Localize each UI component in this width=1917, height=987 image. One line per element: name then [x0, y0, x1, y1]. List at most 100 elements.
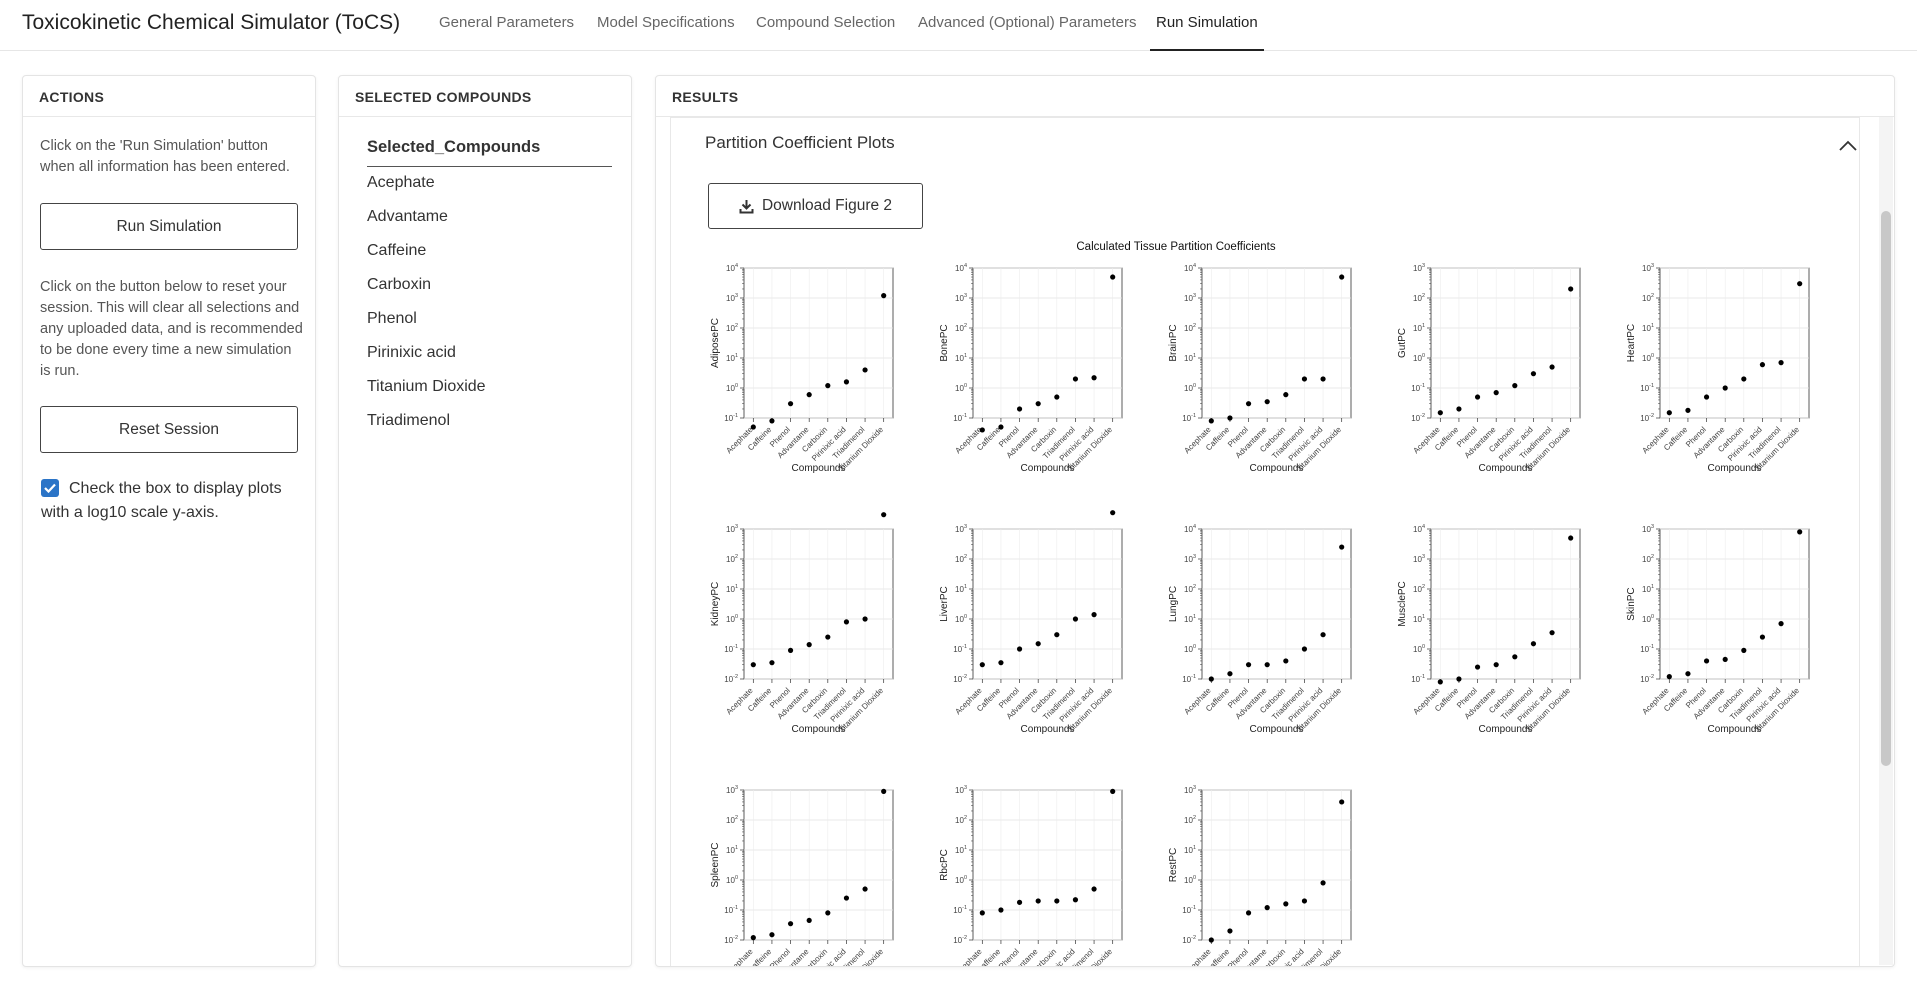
tab-general-parameters[interactable]: General Parameters — [439, 14, 575, 31]
chart-title: Calculated Tissue Partition Coefficients — [1076, 241, 1275, 253]
y-axis-label: LungPC — [1168, 586, 1179, 622]
panel-frame — [1659, 267, 1810, 419]
data-point — [1741, 647, 1747, 653]
data-point — [1301, 898, 1308, 904]
y-tick-label: 100 — [955, 383, 967, 393]
data-point — [1568, 535, 1574, 541]
y-tick-label: 10-1 — [1640, 383, 1654, 393]
y-axis-label: SkinPC — [1626, 587, 1637, 620]
results-card: RESULTS Partition Coefficient Plots Down… — [655, 75, 1895, 967]
download-figure-button[interactable]: Download Figure 2 — [708, 183, 923, 229]
data-point — [979, 910, 985, 916]
data-point — [1474, 664, 1481, 670]
y-tick-label: 101 — [726, 353, 738, 363]
y-tick-label: 102 — [726, 323, 738, 333]
data-point — [1035, 641, 1041, 647]
y-axis-label: LiverPC — [939, 586, 950, 622]
data-point — [1072, 616, 1079, 622]
y-tick-label: 101 — [726, 845, 738, 855]
y-tick-label: 10-2 — [724, 935, 738, 945]
y-tick-label: 103 — [1642, 263, 1654, 273]
data-point — [862, 886, 868, 892]
y-tick-label: 100 — [726, 383, 738, 393]
data-point — [1530, 641, 1537, 647]
y-tick-label: 102 — [1184, 815, 1196, 825]
data-point — [1759, 362, 1766, 368]
panel-frame — [1201, 267, 1352, 419]
data-point — [1320, 632, 1326, 638]
compound-item: Acephate — [367, 174, 435, 191]
data-point — [1016, 899, 1023, 905]
data-point — [843, 619, 850, 625]
x-axis-label: Compounds — [1250, 463, 1304, 474]
panel-frame — [1201, 528, 1352, 680]
data-point — [1054, 632, 1060, 638]
run-help-text: Click on the 'Run Simulation' button whe… — [40, 138, 290, 175]
data-point — [1568, 286, 1574, 292]
y-tick-label: 10-1 — [1182, 413, 1196, 423]
y-axis-label: RestPC — [1168, 848, 1179, 882]
y-tick-label: 100 — [955, 614, 967, 624]
y-tick-label: 100 — [1184, 875, 1196, 885]
accordion-title[interactable]: Partition Coefficient Plots — [705, 133, 895, 152]
y-tick-label: 101 — [1413, 323, 1425, 333]
panel-frame — [972, 789, 1123, 941]
data-point — [1666, 410, 1672, 416]
tab-run-simulation[interactable]: Run Simulation — [1150, 14, 1264, 51]
y-tick-label: 10-1 — [724, 905, 738, 915]
results-scrollbar[interactable] — [1879, 117, 1893, 965]
data-point — [1264, 905, 1270, 911]
data-point — [1549, 630, 1555, 636]
data-point — [998, 424, 1004, 430]
data-point — [1493, 390, 1499, 396]
data-point — [1493, 662, 1499, 668]
results-scrollbar-thumb[interactable] — [1881, 211, 1891, 766]
y-tick-label: 10-1 — [1411, 674, 1425, 684]
tab-advanced-parameters[interactable]: Advanced (Optional) Parameters — [918, 14, 1137, 31]
y-tick-label: 10-2 — [1640, 674, 1654, 684]
x-axis-label: Compounds — [1479, 463, 1533, 474]
y-tick-label: 103 — [955, 785, 967, 795]
data-point — [1110, 788, 1116, 794]
log-scale-checkbox[interactable] — [41, 479, 59, 497]
reset-session-button[interactable]: Reset Session — [40, 406, 298, 453]
y-tick-label: 102 — [1642, 554, 1654, 564]
compound-item: Carboxin — [367, 276, 432, 293]
y-tick-label: 10-2 — [1182, 935, 1196, 945]
data-point — [1245, 910, 1252, 916]
y-tick-label: 103 — [955, 524, 967, 534]
y-tick-label: 102 — [1184, 584, 1196, 594]
tab-compound-selection[interactable]: Compound Selection — [756, 14, 896, 31]
tab-model-specifications[interactable]: Model Specifications — [597, 14, 735, 31]
y-tick-label: 103 — [1413, 554, 1425, 564]
run-simulation-button[interactable]: Run Simulation — [40, 203, 298, 250]
data-point — [1301, 376, 1308, 382]
y-tick-label: 10-1 — [953, 905, 967, 915]
y-tick-label: 10-2 — [1411, 413, 1425, 423]
log-scale-label[interactable]: Check the box to display plots with a lo… — [41, 480, 282, 521]
y-tick-label: 101 — [955, 584, 967, 594]
data-point — [1703, 394, 1710, 400]
y-tick-label: 103 — [1642, 524, 1654, 534]
data-point — [1797, 281, 1803, 287]
y-tick-label: 103 — [726, 524, 738, 534]
y-axis-label: MusclePC — [1397, 581, 1408, 627]
y-axis-label: GutPC — [1397, 328, 1408, 358]
y-tick-label: 101 — [726, 584, 738, 594]
data-point — [1227, 671, 1233, 677]
data-point — [787, 921, 794, 927]
y-tick-label: 102 — [1184, 323, 1196, 333]
data-point — [750, 662, 756, 668]
data-point — [1666, 674, 1672, 680]
results-body: Partition Coefficient Plots Download Fig… — [656, 117, 1866, 966]
data-point — [862, 616, 868, 622]
data-point — [1245, 401, 1252, 407]
y-tick-label: 104 — [726, 263, 738, 273]
x-axis-label: Compounds — [1479, 724, 1533, 735]
y-tick-label: 10-2 — [1640, 413, 1654, 423]
data-point — [1091, 612, 1097, 618]
chevron-up-icon[interactable] — [1839, 140, 1857, 151]
y-axis-label: AdiposePC — [710, 318, 721, 368]
x-axis-label: Compounds — [1250, 724, 1304, 735]
x-axis-label: Compounds — [1708, 463, 1762, 474]
